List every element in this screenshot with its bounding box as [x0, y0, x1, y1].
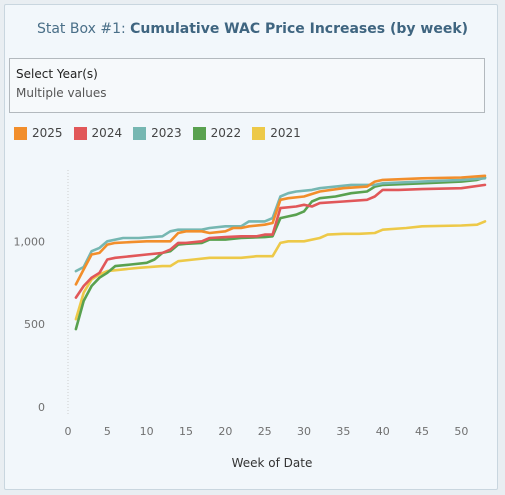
year-filter-value[interactable]: Multiple values	[16, 86, 107, 100]
page-title: Stat Box #1: Cumulative WAC Price Increa…	[0, 21, 505, 37]
x-tick-label: 35	[336, 425, 350, 438]
x-tick-label: 40	[376, 425, 390, 438]
series-line-2021	[74, 220, 487, 321]
legend-swatch-2023	[133, 126, 147, 140]
legend-label-2022: 2022	[210, 126, 242, 140]
x-tick-label: 50	[454, 425, 468, 438]
year-filter[interactable]: Select Year(s) Multiple values	[9, 58, 485, 113]
y-tick-label: 500	[24, 318, 45, 331]
legend-swatch-2021	[252, 126, 266, 140]
y-tick-label: 1,000	[14, 235, 46, 248]
legend-label-2021: 2021	[270, 126, 301, 140]
legend-swatch-2025	[14, 126, 27, 140]
y-tick-label: 0	[38, 401, 45, 414]
legend-item-2021[interactable]: 2021	[252, 126, 301, 140]
legend-item-2024[interactable]: 2024	[73, 126, 123, 140]
legend-item-2023[interactable]: 2023	[133, 126, 182, 140]
legend-label-2025: 2025	[32, 126, 63, 140]
legend-swatch-2024	[73, 126, 87, 140]
title-main: Cumulative WAC Price Increases (by week)	[130, 21, 469, 37]
legend-swatch-2022	[192, 126, 206, 140]
legend-item-2022[interactable]: 2022	[192, 126, 242, 140]
x-axis-title: Week of Date	[232, 456, 313, 470]
legend-label-2024: 2024	[91, 126, 123, 140]
x-tick-label: 0	[65, 425, 72, 438]
series-line-2025	[74, 174, 487, 286]
chart-legend: 2025 2024 2023 2022 2021	[14, 125, 312, 141]
year-filter-label: Select Year(s)	[16, 67, 98, 81]
x-tick-label: 15	[179, 425, 193, 438]
series-line-2024	[74, 183, 487, 299]
series-line-2023	[74, 177, 487, 273]
title-prefix: Stat Box #1:	[36, 21, 131, 37]
legend-label-2023: 2023	[151, 126, 182, 140]
x-tick-label: 10	[140, 425, 154, 438]
legend-item-2025[interactable]: 2025	[14, 126, 63, 140]
x-tick-label: 25	[258, 425, 272, 438]
x-tick-label: 20	[218, 425, 232, 438]
x-tick-label: 30	[297, 425, 311, 438]
x-tick-label: 5	[104, 425, 111, 438]
x-tick-label: 45	[415, 425, 429, 438]
